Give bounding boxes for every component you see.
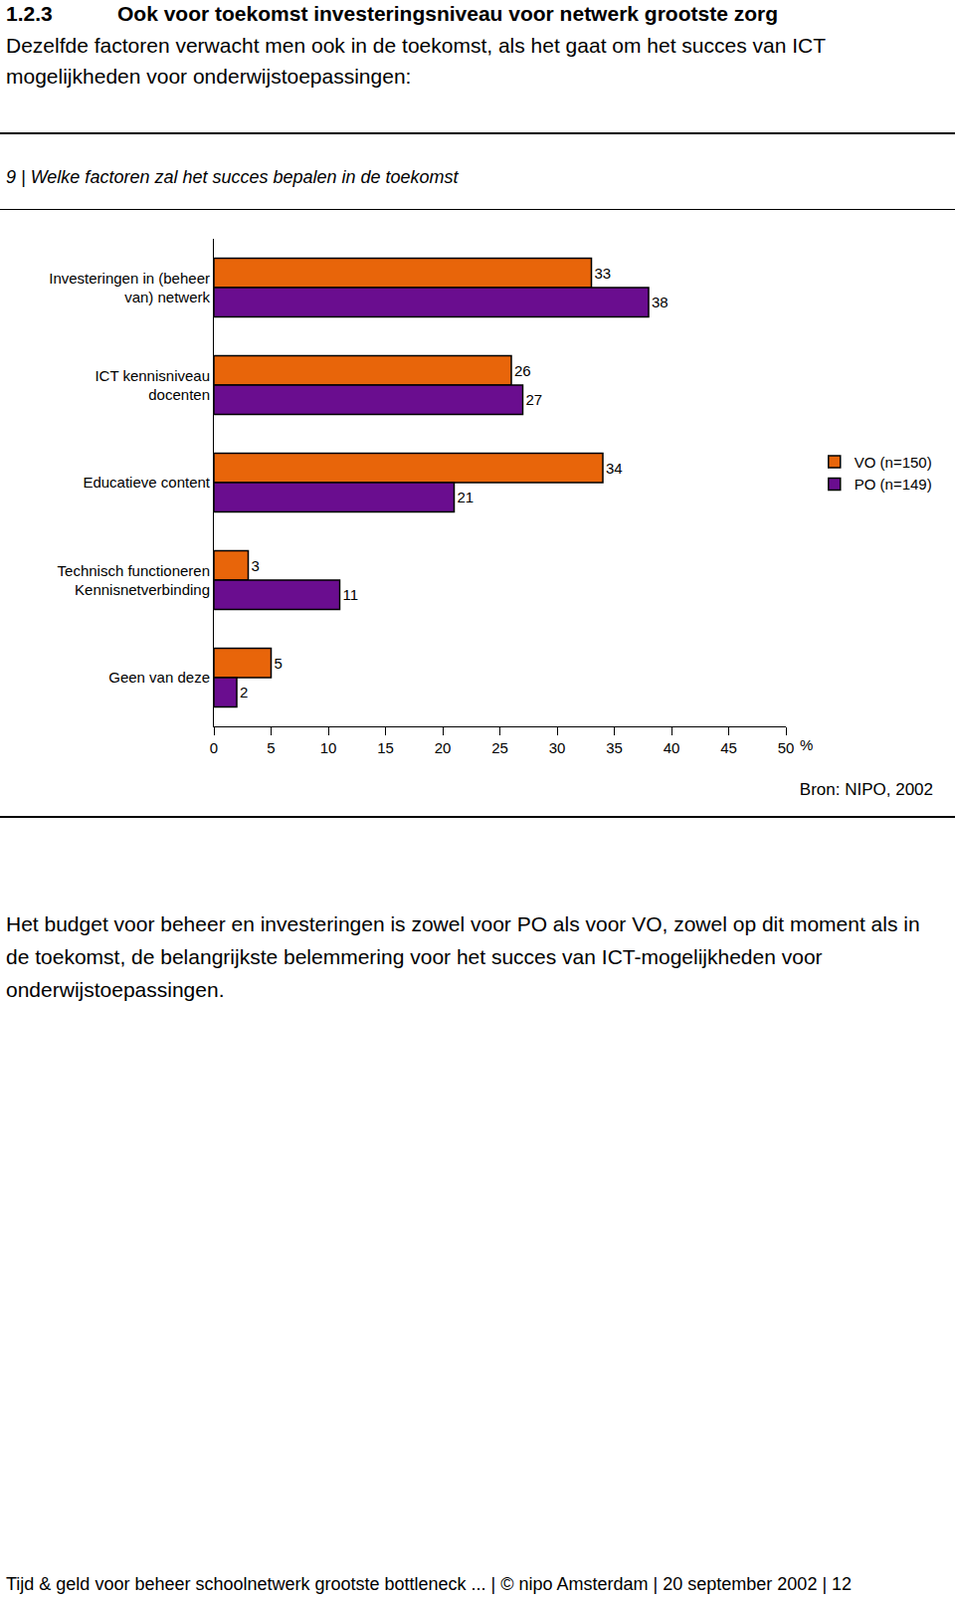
svg-text:Technisch functionerenKennisne: Technisch functionerenKennisnetverbindin… bbox=[57, 562, 210, 599]
svg-text:10: 10 bbox=[320, 739, 338, 757]
html-text:Bron: NIPO, 2002: Bron: NIPO, 2002 bbox=[799, 779, 934, 799]
html-text:Het budget voor beheer en inve: Het budget voor beheer en investeringen … bbox=[5, 912, 920, 1001]
svg-text:3: 3 bbox=[251, 557, 260, 574]
html-text:Tijd & geld voor beheer school: Tijd & geld voor beheer schoolnetwerk gr… bbox=[5, 1573, 852, 1594]
svg-text:25: 25 bbox=[491, 739, 509, 757]
svg-text:27: 27 bbox=[526, 390, 544, 408]
svg-text:40: 40 bbox=[663, 739, 681, 757]
svg-text:34: 34 bbox=[605, 459, 623, 477]
html-text:9 | Welke factoren zal het suc: 9 | Welke factoren zal het succes bepale… bbox=[5, 167, 459, 188]
html-text:Dezelfde factoren verwacht men: Dezelfde factoren verwacht men ook in de… bbox=[5, 33, 826, 88]
svg-text:0: 0 bbox=[209, 739, 218, 757]
svg-text:VO (n=150): VO (n=150) bbox=[854, 453, 933, 471]
svg-text:21: 21 bbox=[457, 488, 475, 506]
svg-text:45: 45 bbox=[720, 739, 738, 757]
svg-text:33: 33 bbox=[594, 264, 612, 282]
svg-text:2: 2 bbox=[239, 683, 248, 701]
svg-text:50: 50 bbox=[777, 739, 795, 757]
html-text:1.2.3: 1.2.3 bbox=[5, 1, 53, 25]
svg-text:Investeringen in (beheervan) n: Investeringen in (beheervan) netwerk bbox=[48, 269, 210, 307]
svg-text:20: 20 bbox=[434, 739, 452, 757]
svg-text:15: 15 bbox=[377, 739, 394, 757]
svg-text:ICT kennisniveaudocenten: ICT kennisniveaudocenten bbox=[94, 367, 210, 404]
svg-text:38: 38 bbox=[651, 293, 669, 311]
svg-text:Geen van deze: Geen van deze bbox=[108, 668, 210, 686]
svg-text:PO (n=149): PO (n=149) bbox=[854, 475, 933, 493]
svg-text:30: 30 bbox=[549, 739, 567, 757]
svg-text:11: 11 bbox=[343, 585, 360, 603]
html-text:Ook voor toekomst investerings: Ook voor toekomst investeringsniveau voo… bbox=[117, 1, 778, 25]
svg-text:Educatieve content: Educatieve content bbox=[82, 473, 210, 491]
svg-text:%: % bbox=[799, 736, 813, 754]
svg-text:5: 5 bbox=[266, 739, 275, 757]
svg-text:26: 26 bbox=[514, 362, 532, 380]
svg-text:5: 5 bbox=[274, 654, 283, 672]
svg-text:35: 35 bbox=[605, 739, 623, 757]
